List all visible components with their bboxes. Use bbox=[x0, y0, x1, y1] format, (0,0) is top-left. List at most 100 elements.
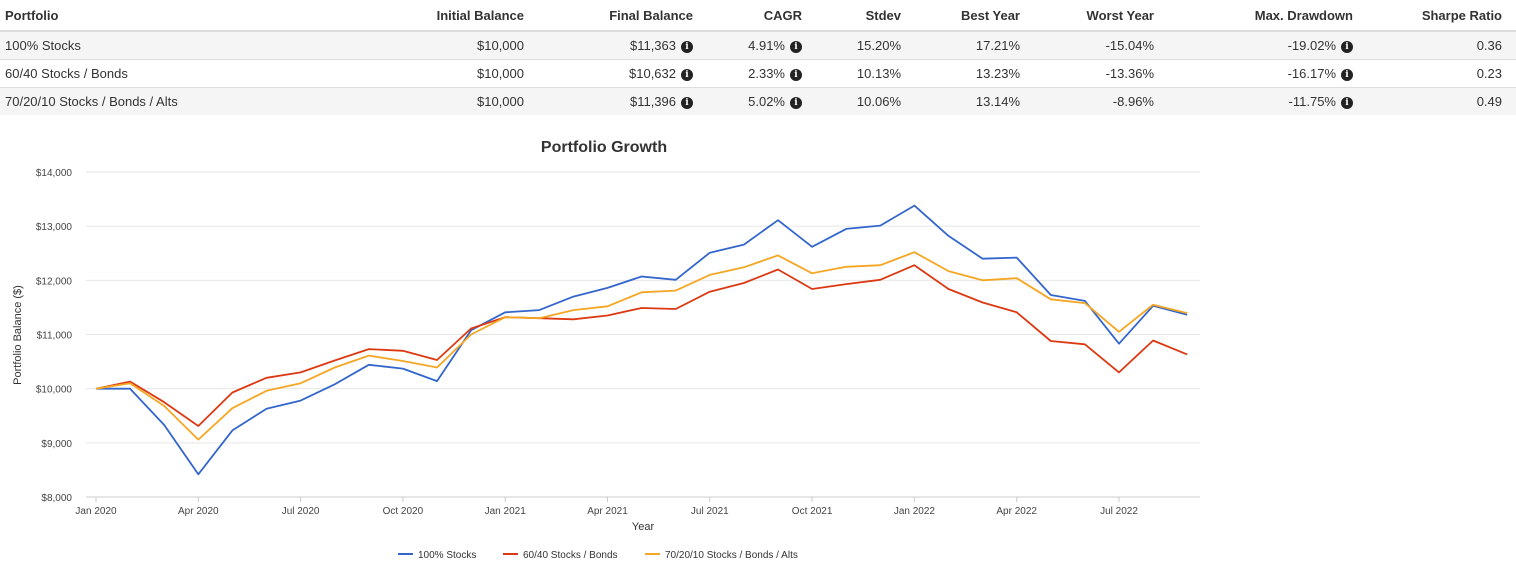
legend-label: 70/20/10 Stocks / Bonds / Alts bbox=[665, 550, 798, 561]
best-year-value: 13.14% bbox=[975, 94, 1020, 109]
cell-max-drawdown: -11.75% i bbox=[1168, 87, 1367, 115]
max-drawdown-value: -16.17% bbox=[1287, 66, 1336, 81]
info-icon[interactable]: i bbox=[1341, 97, 1353, 109]
x-tick-label: Jul 2021 bbox=[691, 506, 729, 517]
cell-sharpe-ratio: 0.36 bbox=[1367, 30, 1516, 60]
table-row: 60/40 Stocks / Bonds $10,000 $10,632 i 2.33%… bbox=[0, 59, 1516, 88]
x-tick-label: Jul 2022 bbox=[1100, 506, 1138, 517]
cell-final-balance: $10,632 i bbox=[538, 59, 707, 88]
cell-cagr: 5.02% i bbox=[707, 87, 816, 115]
series-line-70-20-10-stocks-bonds-alts[interactable] bbox=[95, 251, 1188, 441]
header-stdev: Stdev bbox=[816, 0, 915, 32]
legend-label: 60/40 Stocks / Bonds bbox=[523, 550, 618, 561]
cell-best-year: 13.23% bbox=[915, 59, 1034, 88]
info-icon[interactable]: i bbox=[790, 41, 802, 53]
info-icon[interactable]: i bbox=[1341, 41, 1353, 53]
series-line-60-40-stocks-bonds[interactable] bbox=[95, 264, 1188, 427]
header-portfolio: Portfolio bbox=[0, 0, 319, 32]
y-tick-label: $13,000 bbox=[36, 222, 73, 233]
cell-sharpe-ratio: 0.23 bbox=[1367, 59, 1516, 88]
portfolio-growth-chart: Portfolio Growth $8,000 $9,000 $10,000 $11,… bbox=[12, 139, 1200, 561]
worst-year-value: -8.96% bbox=[1112, 94, 1154, 109]
cell-worst-year: -15.04% bbox=[1034, 30, 1168, 60]
y-tick-label: $9,000 bbox=[41, 439, 72, 450]
y-axis-label: Portfolio Balance ($) bbox=[12, 285, 24, 385]
x-axis-label: Year bbox=[632, 521, 655, 533]
final-balance-value: $11,396 bbox=[629, 94, 676, 109]
x-tick-label: Oct 2020 bbox=[383, 506, 424, 517]
y-tick-label: $8,000 bbox=[41, 493, 72, 504]
info-icon[interactable]: i bbox=[681, 41, 693, 53]
cell-cagr: 4.91% i bbox=[707, 30, 816, 60]
initial-balance-value: $10,000 bbox=[477, 66, 524, 81]
sharpe-ratio-value: 0.23 bbox=[1476, 66, 1502, 81]
table-row: 70/20/10 Stocks / Bonds / Alts $10,000 $11… bbox=[0, 87, 1516, 115]
info-icon[interactable]: i bbox=[681, 69, 693, 81]
best-year-value: 13.23% bbox=[975, 66, 1020, 81]
cell-stdev: 15.20% bbox=[816, 30, 915, 60]
stdev-value: 15.20% bbox=[856, 38, 901, 53]
worst-year-value: -13.36% bbox=[1105, 66, 1154, 81]
cell-sharpe-ratio: 0.49 bbox=[1367, 87, 1516, 115]
info-icon[interactable]: i bbox=[790, 69, 802, 81]
y-tick-label: $12,000 bbox=[36, 276, 73, 287]
x-tick-label: Apr 2021 bbox=[587, 506, 628, 517]
info-icon[interactable]: i bbox=[790, 97, 802, 109]
header-final-balance: Final Balance bbox=[538, 0, 707, 32]
final-balance-value: $11,363 bbox=[629, 38, 676, 53]
y-tick-label: $11,000 bbox=[37, 331, 73, 342]
x-tick-label: Jan 2021 bbox=[485, 506, 527, 517]
x-tick-label: Jan 2020 bbox=[75, 506, 117, 517]
cell-stdev: 10.06% bbox=[816, 87, 915, 115]
final-balance-value: $10,632 bbox=[629, 66, 676, 81]
series-line-100-stocks[interactable] bbox=[96, 204, 1188, 476]
cell-worst-year: -8.96% bbox=[1034, 87, 1168, 115]
y-tick-label: $10,000 bbox=[36, 385, 73, 396]
portfolio-value: 60/40 Stocks / Bonds bbox=[5, 66, 128, 81]
header-worst-year: Worst Year bbox=[1034, 0, 1168, 32]
cagr-value: 5.02% bbox=[748, 94, 785, 109]
cell-initial-balance: $10,000 bbox=[319, 59, 538, 88]
y-tick-label: $14,000 bbox=[36, 168, 73, 179]
max-drawdown-value: -11.75% bbox=[1288, 94, 1336, 109]
x-tick-label: Oct 2021 bbox=[792, 506, 833, 517]
max-drawdown-value: -19.02% bbox=[1287, 38, 1336, 53]
portfolio-value: 70/20/10 Stocks / Bonds / Alts bbox=[5, 94, 178, 109]
cell-portfolio: 70/20/10 Stocks / Bonds / Alts bbox=[0, 87, 319, 115]
initial-balance-value: $10,000 bbox=[477, 38, 524, 53]
table-row: 100% Stocks $10,000 $11,363 i 4.91% i 15.20% 17… bbox=[0, 30, 1516, 60]
chart-title: Portfolio Growth bbox=[541, 139, 667, 156]
header-best-year: Best Year bbox=[915, 0, 1034, 32]
cell-max-drawdown: -16.17% i bbox=[1168, 59, 1367, 88]
cagr-value: 2.33% bbox=[748, 66, 785, 81]
best-year-value: 17.21% bbox=[975, 38, 1020, 53]
initial-balance-value: $10,000 bbox=[477, 94, 524, 109]
sharpe-ratio-value: 0.49 bbox=[1476, 94, 1502, 109]
cell-worst-year: -13.36% bbox=[1034, 59, 1168, 88]
cagr-value: 4.91% bbox=[748, 38, 785, 53]
cell-portfolio: 100% Stocks bbox=[0, 30, 319, 60]
header-initial-balance: Initial Balance bbox=[319, 0, 538, 32]
portfolio-value: 100% Stocks bbox=[5, 38, 81, 53]
cell-portfolio: 60/40 Stocks / Bonds bbox=[0, 59, 319, 88]
cell-stdev: 10.13% bbox=[816, 59, 915, 88]
stdev-value: 10.06% bbox=[856, 94, 901, 109]
legend-item[interactable]: 70/20/10 Stocks / Bonds / Alts bbox=[645, 550, 798, 561]
cell-cagr: 2.33% i bbox=[707, 59, 816, 88]
info-icon[interactable]: i bbox=[1341, 69, 1353, 81]
stdev-value: 10.13% bbox=[856, 66, 901, 81]
table-header-row: Portfolio Initial Balance Final Balance … bbox=[0, 0, 1516, 32]
cell-final-balance: $11,363 i bbox=[538, 30, 707, 60]
legend-item[interactable]: 100% Stocks bbox=[398, 550, 476, 561]
header-sharpe-ratio: Sharpe Ratio bbox=[1367, 0, 1516, 32]
sharpe-ratio-value: 0.36 bbox=[1476, 38, 1502, 53]
legend-item[interactable]: 60/40 Stocks / Bonds bbox=[503, 550, 618, 561]
x-tick-label: Jan 2022 bbox=[894, 506, 936, 517]
cell-best-year: 13.14% bbox=[915, 87, 1034, 115]
x-tick-label: Apr 2020 bbox=[178, 506, 219, 517]
x-tick-label: Apr 2022 bbox=[996, 506, 1037, 517]
header-cagr: CAGR bbox=[707, 0, 816, 32]
portfolio-stats-table: Portfolio Initial Balance Final Balance … bbox=[0, 0, 1516, 115]
info-icon[interactable]: i bbox=[681, 97, 693, 109]
cell-best-year: 17.21% bbox=[915, 30, 1034, 60]
